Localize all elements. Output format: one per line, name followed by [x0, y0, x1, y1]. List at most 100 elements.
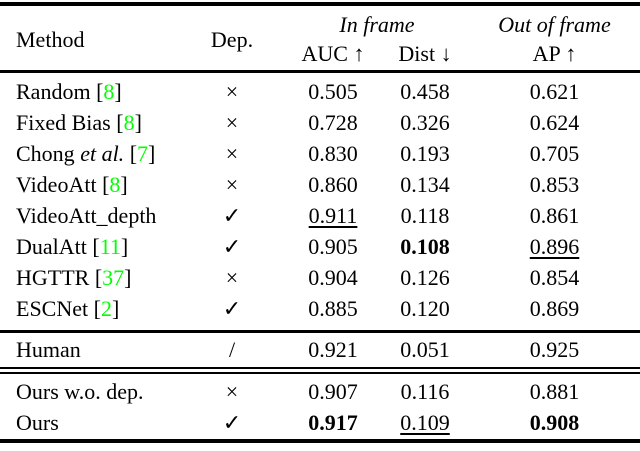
- table-bottom-rule: [0, 439, 640, 443]
- header-in-frame-label: In frame: [339, 12, 415, 37]
- header-out-of-frame-label: Out of frame: [498, 12, 611, 37]
- auc-cell: 0.911: [308, 203, 358, 228]
- table-row: VideoAtt_depth ✓ 0.911 0.118 0.861: [0, 200, 640, 231]
- method-name: ESCNet: [16, 296, 89, 321]
- auc-cell: 0.885: [308, 296, 358, 321]
- method-name: Chong: [16, 141, 75, 166]
- auc-cell: 0.904: [308, 265, 358, 290]
- ours-section: Ours w.o. dep. × 0.907 0.116 0.881 Ours ✓ 0.917…: [0, 374, 640, 439]
- header-auc: AUC ↑: [301, 41, 365, 66]
- method-cell: Ours: [16, 407, 179, 438]
- method-cell: ESCNet [2]: [16, 293, 179, 324]
- cite-bracket-close: ]: [134, 110, 142, 135]
- ap-cell: 0.853: [529, 172, 580, 197]
- auc-cell: 0.505: [308, 79, 358, 104]
- ap-cell: 0.869: [529, 296, 580, 321]
- baselines-section: Random [8] × 0.505 0.458 0.621 Fixed Bias [8]…: [0, 73, 640, 330]
- dep-cell: ×: [225, 79, 239, 104]
- cite-bracket-open: [: [96, 79, 104, 104]
- ap-cell: 0.621: [529, 79, 580, 104]
- table-row: Chong et al. [7] × 0.830 0.193 0.705: [0, 138, 640, 169]
- dist-cell: 0.458: [400, 79, 450, 104]
- method-name: Fixed Bias: [16, 110, 111, 135]
- method-name: VideoAtt: [16, 172, 97, 197]
- method-cell: Human: [16, 333, 179, 367]
- header-ap: AP ↑: [532, 41, 577, 66]
- table-row: Human / 0.921 0.051 0.925: [0, 333, 640, 367]
- citation-number: 37: [102, 265, 125, 290]
- dist-cell: 0.326: [400, 110, 450, 135]
- ap-cell: 0.925: [529, 337, 580, 362]
- dist-cell: 0.126: [400, 265, 450, 290]
- table-row: Ours ✓ 0.917 0.109 0.908: [0, 407, 640, 438]
- auc-cell: 0.921: [308, 337, 358, 362]
- ap-cell: 0.881: [529, 379, 580, 404]
- dep-cell: /: [228, 337, 236, 362]
- ap-cell: 0.624: [529, 110, 580, 135]
- table-top-rule: [0, 2, 640, 6]
- dep-cell: ✓: [222, 234, 242, 259]
- cite-bracket-close: ]: [111, 296, 120, 321]
- cite-bracket-open: [: [93, 296, 101, 321]
- dist-cell: 0.116: [400, 379, 450, 404]
- citation-number: 8: [123, 110, 135, 135]
- ap-cell: 0.861: [529, 203, 580, 228]
- method-name-italic: et al.: [80, 141, 125, 166]
- auc-cell: 0.907: [308, 379, 358, 404]
- cite-bracket-open: [: [102, 172, 110, 197]
- header-dist: Dist ↓: [398, 41, 452, 66]
- dist-cell: 0.051: [400, 337, 450, 362]
- table-row: Fixed Bias [8] × 0.728 0.326 0.624: [0, 107, 640, 138]
- auc-cell: 0.728: [308, 110, 358, 135]
- table-row: ESCNet [2] ✓ 0.885 0.120 0.869: [0, 293, 640, 324]
- dep-cell: ×: [225, 141, 239, 166]
- cite-bracket-close: ]: [114, 79, 122, 104]
- method-name: Ours w.o. dep.: [16, 379, 144, 404]
- dist-cell: 0.120: [400, 296, 450, 321]
- cite-bracket-close: ]: [120, 172, 128, 197]
- method-cell: HGTTR [37]: [16, 262, 179, 293]
- method-cell: VideoAtt_depth: [16, 200, 179, 231]
- method-cell: Random [8]: [16, 76, 179, 107]
- dep-cell: ✓: [222, 410, 242, 435]
- ap-cell: 0.896: [529, 234, 580, 259]
- header-separator-rule: [0, 70, 640, 73]
- table-row: Random [8] × 0.505 0.458 0.621: [0, 76, 640, 107]
- human-section: Human / 0.921 0.051 0.925: [0, 333, 640, 367]
- citation-number: 8: [109, 172, 121, 197]
- method-cell: Chong et al. [7]: [16, 138, 179, 169]
- ap-cell: 0.908: [529, 410, 580, 435]
- method-name: Ours: [16, 410, 59, 435]
- table-row: VideoAtt [8] × 0.860 0.134 0.853: [0, 169, 640, 200]
- table-row: Ours w.o. dep. × 0.907 0.116 0.881: [0, 376, 640, 407]
- ap-cell: 0.854: [529, 265, 580, 290]
- results-table: Method Dep. In frame AUC ↑ Dist ↓ Out of…: [0, 2, 640, 443]
- auc-cell: 0.917: [308, 410, 358, 435]
- method-name: VideoAtt_depth: [16, 203, 157, 228]
- dist-cell: 0.193: [400, 141, 450, 166]
- citation-number: 7: [137, 141, 149, 166]
- dist-cell: 0.134: [400, 172, 450, 197]
- dep-cell: ×: [225, 172, 239, 197]
- citation-number: 11: [99, 234, 121, 259]
- cite-bracket-open: [: [116, 110, 124, 135]
- dep-cell: ✓: [222, 203, 242, 228]
- dist-cell: 0.118: [400, 203, 450, 228]
- dep-cell: ×: [225, 110, 239, 135]
- method-cell: Ours w.o. dep.: [16, 376, 179, 407]
- cite-bracket-close: ]: [120, 234, 129, 259]
- cite-bracket-open: [: [94, 265, 103, 290]
- dep-cell: ×: [225, 379, 239, 404]
- method-name: DualAtt: [16, 234, 87, 259]
- header-group-out-of-frame: Out of frame AP ↑: [469, 10, 640, 70]
- method-cell: VideoAtt [8]: [16, 169, 179, 200]
- auc-cell: 0.905: [308, 234, 358, 259]
- citation-number: 2: [100, 296, 112, 321]
- cite-bracket-close: ]: [148, 141, 156, 166]
- header-method: Method: [16, 27, 85, 52]
- table-row: HGTTR [37] × 0.904 0.126 0.854: [0, 262, 640, 293]
- method-cell: DualAtt [11]: [16, 231, 179, 262]
- cite-bracket-open: [: [92, 234, 100, 259]
- method-name: Human: [16, 337, 81, 362]
- table-row: DualAtt [11] ✓ 0.905 0.108 0.896: [0, 231, 640, 262]
